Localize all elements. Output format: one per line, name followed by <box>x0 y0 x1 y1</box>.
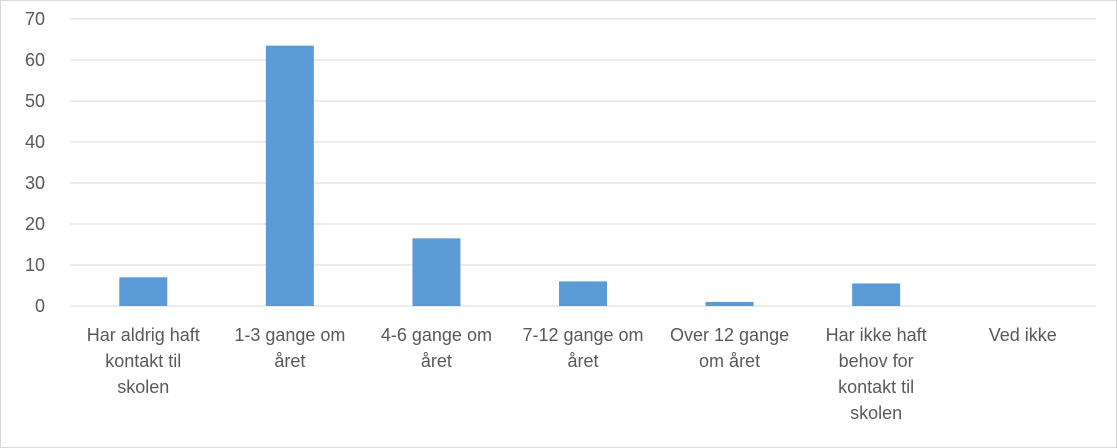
y-tick-label: 10 <box>25 255 45 275</box>
bar <box>559 281 607 306</box>
bar <box>119 277 168 306</box>
x-category-label: Har aldrig haft kontakt til skolen <box>87 325 200 397</box>
x-category-label: Har ikke haft behov for kontakt til skolen <box>826 325 927 423</box>
x-category-label: 1-3 gange om året <box>234 325 345 371</box>
bar <box>705 301 754 306</box>
bar <box>852 283 901 306</box>
y-tick-label: 40 <box>25 132 45 152</box>
x-category-label: Over 12 gange om året <box>670 325 789 371</box>
bars <box>119 45 901 307</box>
y-tick-label: 60 <box>25 50 45 70</box>
x-category-label: Ved ikke <box>989 325 1057 345</box>
x-category-label: 7-12 gange om året <box>522 325 643 371</box>
x-axis-labels: Har aldrig haft kontakt til skolen 1-3 gang… <box>87 325 1057 423</box>
y-axis-ticks: 0 10 20 30 40 50 60 70 <box>25 9 45 316</box>
y-tick-label: 30 <box>25 173 45 193</box>
x-category-label: 4-6 gange om året <box>381 325 492 371</box>
bar <box>412 238 461 306</box>
y-tick-label: 20 <box>25 214 45 234</box>
gridlines <box>70 18 1096 307</box>
bar <box>265 45 314 307</box>
y-tick-label: 70 <box>25 9 45 29</box>
y-tick-label: 0 <box>35 296 45 316</box>
y-tick-label: 50 <box>25 91 45 111</box>
